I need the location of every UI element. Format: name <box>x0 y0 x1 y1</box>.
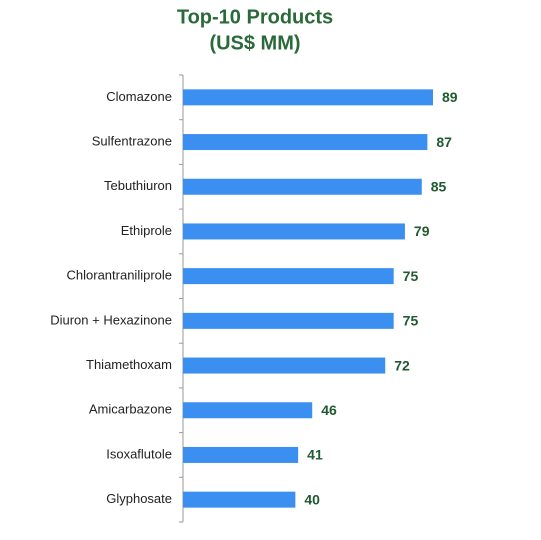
bar <box>183 446 299 463</box>
value-label: 72 <box>394 357 410 373</box>
value-label: 75 <box>403 268 419 284</box>
category-label: Tebuthiuron <box>104 178 172 193</box>
value-label: 40 <box>304 491 320 507</box>
bar <box>183 178 422 195</box>
category-label: Isoxaflutole <box>106 446 172 461</box>
value-label: 46 <box>321 402 337 418</box>
bar <box>183 89 433 106</box>
category-label: Clomazone <box>106 89 172 104</box>
bar <box>183 268 394 285</box>
bar <box>183 357 386 374</box>
value-label: 85 <box>431 178 447 194</box>
value-label: 75 <box>403 313 419 329</box>
bar <box>183 491 296 508</box>
value-label: 79 <box>414 223 430 239</box>
bar <box>183 134 428 151</box>
value-label: 87 <box>436 134 452 150</box>
category-label: Sulfentrazone <box>92 133 172 148</box>
value-label: 41 <box>307 447 323 463</box>
category-label: Amicarbazone <box>89 402 172 417</box>
category-label: Glyphosate <box>106 491 172 506</box>
category-label: Thiamethoxam <box>86 357 172 372</box>
category-label: Ethiprole <box>121 223 172 238</box>
value-label: 89 <box>442 89 458 105</box>
bar <box>183 402 313 419</box>
category-label: Diuron + Hexazinone <box>50 312 172 327</box>
category-label: Chlorantraniliprole <box>67 268 173 283</box>
bar <box>183 312 394 329</box>
chart-title: Top-10 Products <box>177 6 333 28</box>
chart-subtitle: (US$ MM) <box>209 32 300 54</box>
bar <box>183 223 405 240</box>
